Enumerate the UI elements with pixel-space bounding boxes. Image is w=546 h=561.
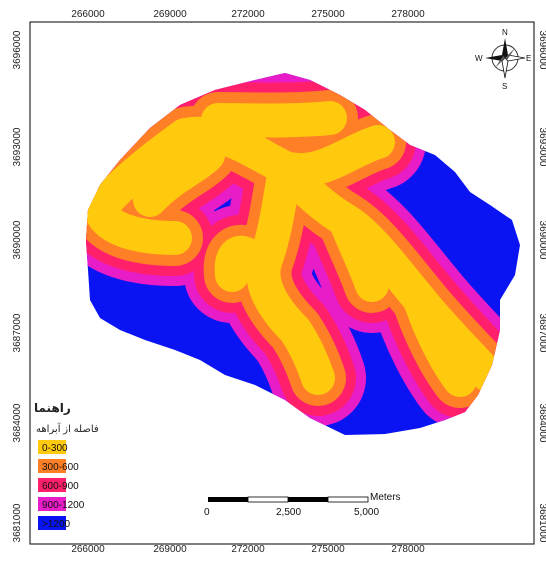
x-tick-bottom-4: 278000 xyxy=(391,544,425,555)
legend-swatch-2 xyxy=(38,478,66,492)
y-tick-right-5: 3681000 xyxy=(537,504,546,543)
legend-label-0: 0-300 xyxy=(42,443,68,454)
stream-buffer-3-8 xyxy=(86,191,192,255)
y-tick-left-4: 3684000 xyxy=(12,403,23,442)
buffer-band-3 xyxy=(86,101,505,397)
stream-buffer-3-1 xyxy=(268,151,505,392)
east-label: E xyxy=(526,54,531,63)
x-tick-bottom-2: 272000 xyxy=(231,544,265,555)
legend-items: 0-300 300-600 600-900 900-1200 >1200 xyxy=(38,440,85,530)
x-tick-bottom-3: 275000 xyxy=(311,544,345,555)
scale-seg-3 xyxy=(288,497,328,502)
stream-buffer-3-3 xyxy=(201,101,347,138)
south-label: S xyxy=(502,82,507,91)
legend-label-2: 600-900 xyxy=(42,481,79,492)
x-tick-bottom-1: 269000 xyxy=(153,544,187,555)
legend: راهنما فاصله از آبراهه 0-300 300-600 600-9… xyxy=(34,401,99,530)
y-tick-left-3: 3687000 xyxy=(12,313,23,352)
y-tick-right-2: 3690000 xyxy=(537,221,546,260)
stream-buffer-3-5 xyxy=(214,235,272,292)
scale-seg-2 xyxy=(247,496,289,503)
x-tick-labels-top: 266000 269000 272000 275000 278000 xyxy=(71,9,425,20)
stream-network xyxy=(86,73,520,428)
stream-buffer-bands xyxy=(86,73,520,428)
north-label: N xyxy=(502,28,508,37)
stream-buffer-3-0 xyxy=(86,116,395,225)
scale-label-0: 0 xyxy=(204,507,210,518)
legend-swatch-0 xyxy=(38,440,66,454)
y-tick-labels-left: 3696000 3693000 3690000 3687000 3684000 36810… xyxy=(12,30,23,542)
x-tick-top-0: 266000 xyxy=(71,9,105,20)
stream-buffer-3-4 xyxy=(133,138,225,217)
y-tick-right-3: 3687000 xyxy=(537,314,546,353)
y-tick-left-5: 3681000 xyxy=(12,503,23,542)
y-tick-labels-right: 3696000 3693000 3690000 3687000 3684000 36810… xyxy=(537,31,546,543)
scale-label-2500: 2,500 xyxy=(276,507,301,518)
scale-seg-1 xyxy=(208,497,248,502)
legend-label-4: >1200 xyxy=(42,519,71,530)
legend-subtitle: فاصله از آبراهه xyxy=(36,422,99,435)
x-tick-labels-bottom: 266000 269000 272000 275000 278000 xyxy=(71,544,425,555)
x-tick-top-1: 269000 xyxy=(153,9,187,20)
y-tick-left-1: 3693000 xyxy=(12,127,23,166)
scale-seg-4 xyxy=(327,496,369,503)
x-tick-top-3: 275000 xyxy=(311,9,345,20)
y-tick-right-0: 3696000 xyxy=(537,31,546,70)
stream-buffer-3-6 xyxy=(328,203,389,302)
stream-buffer-3-7 xyxy=(403,283,477,397)
legend-swatch-4 xyxy=(38,516,66,530)
legend-swatch-1 xyxy=(38,459,66,473)
x-tick-bottom-0: 266000 xyxy=(71,544,105,555)
compass-rose-icon: N S E W xyxy=(475,28,531,91)
y-tick-right-1: 3693000 xyxy=(537,128,546,167)
legend-label-1: 300-600 xyxy=(42,462,79,473)
scale-label-5000: 5,000 xyxy=(354,507,379,518)
scale-unit: Meters xyxy=(370,492,401,503)
scale-bar: 0 2,500 5,000 Meters xyxy=(204,492,401,518)
stream-buffer-3-2 xyxy=(246,151,335,395)
y-tick-left-0: 3696000 xyxy=(12,30,23,69)
y-tick-right-4: 3684000 xyxy=(537,404,546,443)
west-label: W xyxy=(475,54,483,63)
legend-swatch-3 xyxy=(38,497,66,511)
legend-title: راهنما xyxy=(34,401,71,415)
y-tick-left-2: 3690000 xyxy=(12,220,23,259)
legend-label-3: 900-1200 xyxy=(42,500,85,511)
x-tick-top-4: 278000 xyxy=(391,9,425,20)
x-tick-top-2: 272000 xyxy=(231,9,265,20)
